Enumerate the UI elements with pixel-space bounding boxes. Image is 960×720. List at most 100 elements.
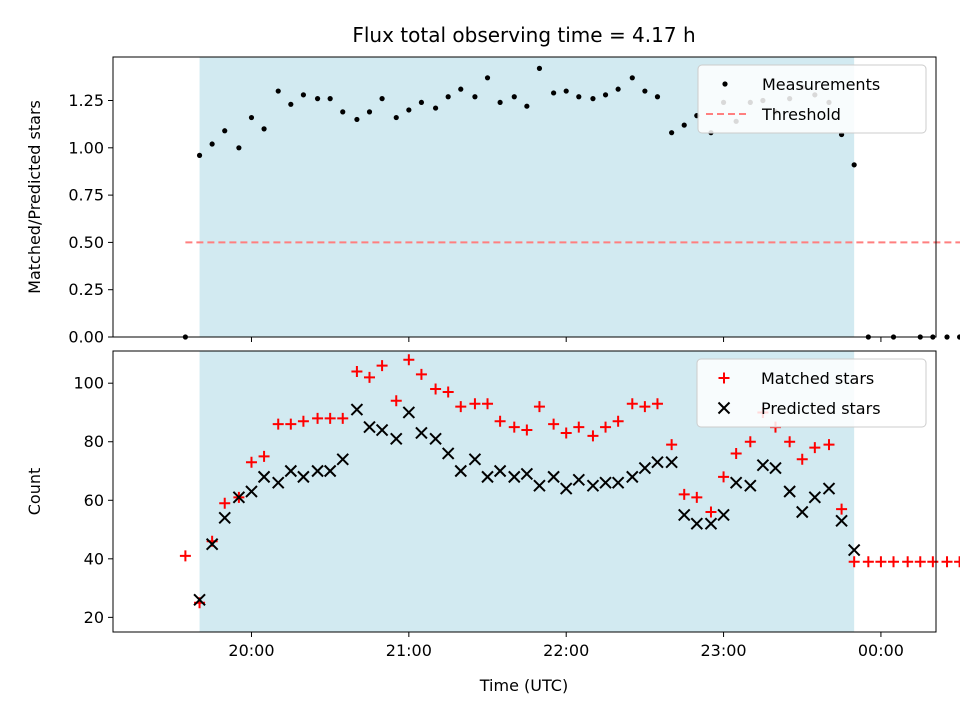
data-point: [822, 482, 836, 495]
data-point: [521, 424, 533, 436]
data-point: [366, 109, 373, 115]
data-point: [340, 109, 346, 115]
data-point: [587, 430, 599, 442]
y-tick-label: 60: [84, 491, 104, 510]
data-point: [218, 511, 231, 525]
data-point: [324, 412, 336, 424]
data-point: [418, 99, 425, 106]
bottom-panel-counts: 2040608010020:0021:0022:0023:0000:0001:0…: [25, 350, 960, 660]
data-point: [205, 537, 219, 551]
y-tick-label: 20: [84, 608, 104, 627]
data-point: [222, 128, 228, 134]
data-point: [572, 473, 585, 486]
data-point: [493, 464, 507, 478]
data-point: [508, 421, 520, 433]
x-tick-label: 21:00: [386, 641, 432, 660]
data-point: [678, 508, 691, 522]
data-point: [599, 476, 612, 489]
legend-label: Threshold: [761, 105, 841, 124]
y-tick-label: 0.25: [68, 280, 104, 299]
data-point: [288, 101, 294, 107]
data-point: [611, 476, 625, 489]
data-point: [196, 152, 203, 158]
data-point: [590, 96, 596, 102]
legend-label: Predicted stars: [761, 399, 881, 418]
data-point: [796, 505, 809, 519]
data-point: [415, 368, 427, 380]
data-point: [756, 458, 770, 472]
data-point: [406, 107, 412, 113]
series-predicted-stars: [193, 403, 861, 607]
data-point: [193, 593, 206, 607]
legend-label: Matched stars: [761, 369, 874, 388]
data-point: [690, 517, 704, 530]
y-axis-label: Count: [25, 468, 44, 516]
data-point: [261, 126, 267, 132]
y-tick-label: 80: [84, 432, 104, 451]
data-point: [796, 453, 808, 465]
chart-title: Flux total observing time = 4.17 h: [352, 23, 695, 47]
data-point: [285, 418, 297, 430]
data-point: [312, 412, 324, 424]
legend-label: Measurements: [762, 75, 880, 94]
data-point: [669, 130, 675, 136]
data-point: [481, 470, 494, 484]
data-point: [835, 514, 848, 527]
data-point: [744, 436, 756, 448]
data-point: [717, 508, 730, 522]
data-point: [468, 453, 482, 466]
data-point: [445, 94, 451, 100]
data-point: [455, 401, 467, 413]
data-point: [454, 464, 467, 478]
data-point: [862, 556, 874, 568]
top-panel-ratio: 0.00 0.25 0.50 0.75 1.00 1.25 Matched/Predicte…: [25, 56, 960, 347]
x-tick-label: 20:00: [228, 641, 274, 660]
data-point: [497, 99, 503, 106]
data-point: [484, 75, 491, 81]
data-point: [784, 436, 796, 448]
data-point: [482, 398, 494, 410]
data-point: [560, 427, 572, 439]
data-point: [536, 65, 543, 71]
data-point: [957, 334, 960, 340]
y-axis-label: Matched/Predicted stars: [25, 100, 44, 294]
data-point: [245, 485, 258, 498]
data-point: [375, 423, 389, 437]
x-axis-label: Time (UTC): [479, 676, 568, 695]
data-point: [520, 467, 534, 481]
data-point: [927, 556, 939, 568]
data-point: [337, 412, 349, 424]
data-point: [602, 92, 609, 98]
data-point: [284, 464, 298, 478]
data-point: [311, 464, 324, 478]
data-point: [551, 90, 557, 96]
data-point: [219, 497, 231, 509]
data-point: [573, 421, 585, 433]
data-point: [432, 105, 439, 111]
data-point: [258, 450, 270, 462]
y-tick-label: 100: [73, 374, 104, 393]
data-point: [914, 556, 926, 568]
data-point: [548, 418, 560, 430]
data-point: [458, 86, 464, 92]
data-point: [847, 543, 861, 557]
data-point: [300, 92, 307, 98]
plot-frame: [112, 56, 937, 338]
data-point: [363, 371, 375, 383]
data-point: [612, 415, 624, 427]
data-point: [336, 453, 349, 466]
data-point: [769, 461, 782, 475]
legend: Measurements Threshold: [697, 64, 927, 134]
x-tick-label: 22:00: [543, 641, 589, 660]
data-point: [836, 503, 848, 515]
data-point: [744, 479, 757, 492]
y-tick-label: 1.25: [68, 91, 104, 110]
data-point: [729, 476, 743, 489]
data-point: [393, 114, 399, 121]
x-tick-label: 00:00: [858, 641, 904, 660]
data-point: [472, 94, 478, 100]
data-point: [533, 401, 545, 413]
data-point: [888, 556, 900, 568]
data-point: [297, 470, 310, 484]
legend-marker: [717, 401, 731, 415]
